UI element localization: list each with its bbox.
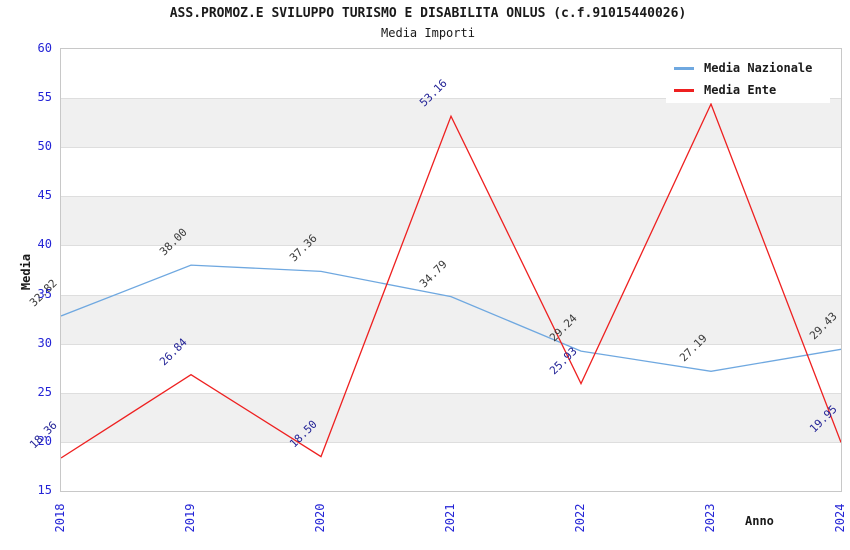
legend-item-media-nazionale: Media Nazionale — [674, 57, 830, 79]
x-tick-label: 2020 — [313, 503, 327, 533]
shaded-band — [61, 392, 841, 442]
legend-label: Media Ente — [704, 83, 777, 97]
x-tick-label: 2024 — [833, 503, 847, 533]
y-tick-label: 15 — [37, 483, 52, 497]
y-tick-label: 50 — [37, 139, 52, 154]
y-tick-label: 20 — [37, 433, 52, 448]
gridline — [61, 98, 841, 99]
x-axis-title: Anno — [745, 514, 774, 528]
legend-label: Media Nazionale — [704, 61, 813, 75]
gridline — [61, 442, 841, 443]
shaded-band — [61, 98, 841, 148]
shaded-band — [61, 196, 841, 246]
x-tick-label: 2018 — [53, 503, 67, 533]
background-bands — [61, 49, 841, 491]
x-tick-label: 2021 — [443, 503, 457, 533]
series-line-media-nazionale — [61, 264, 841, 372]
series-line-media-ente — [61, 102, 841, 459]
legend-swatch-nazionale-icon — [674, 66, 694, 70]
legend-item-media-ente: Media Ente — [674, 79, 830, 101]
gridline — [61, 393, 841, 394]
x-tick-label: 2022 — [573, 503, 587, 533]
legend: Media Nazionale Media Ente — [666, 55, 830, 103]
y-tick-label: 45 — [37, 188, 52, 203]
y-axis-title: Media — [19, 253, 33, 291]
gridline — [61, 147, 841, 148]
y-tick-label: 55 — [37, 90, 52, 105]
chart-subtitle: Media Importi — [381, 26, 475, 40]
x-tick-label: 2019 — [183, 503, 197, 533]
x-tick-label: 2023 — [703, 503, 717, 533]
gridline — [61, 245, 841, 246]
legend-swatch-ente-icon — [674, 88, 694, 92]
y-tick-label: 30 — [37, 335, 52, 350]
gridline — [61, 295, 841, 296]
y-tick-label: 40 — [37, 237, 52, 252]
series-lines — [61, 102, 841, 459]
plot-area: 32.82 38.00 37.36 34.79 29.24 27.19 29.43 18.36… — [27, 48, 842, 492]
gridline — [61, 344, 841, 345]
y-tick-label: 60 — [37, 41, 52, 55]
y-tick-label: 35 — [37, 286, 52, 301]
chart-title: ASS.PROMOZ.E SVILUPPO TURISMO E DISABILI… — [169, 6, 687, 21]
y-tick-label: 25 — [37, 384, 52, 399]
gridline — [61, 196, 841, 197]
shaded-band — [61, 294, 841, 344]
